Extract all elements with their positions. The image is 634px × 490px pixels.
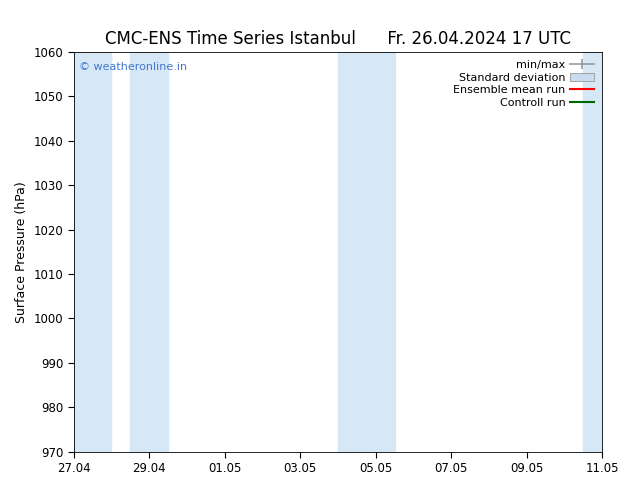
Text: © weatheronline.in: © weatheronline.in	[79, 62, 187, 72]
Bar	[338, 52, 394, 452]
Bar	[583, 52, 602, 452]
Y-axis label: Surface Pressure (hPa): Surface Pressure (hPa)	[15, 181, 28, 323]
Title: CMC-ENS Time Series Istanbul      Fr. 26.04.2024 17 UTC: CMC-ENS Time Series Istanbul Fr. 26.04.2…	[105, 30, 571, 48]
Bar	[74, 52, 112, 452]
Legend: min/max, Standard deviation, Ensemble mean run, Controll run: min/max, Standard deviation, Ensemble me…	[451, 58, 597, 110]
Bar	[131, 52, 168, 452]
